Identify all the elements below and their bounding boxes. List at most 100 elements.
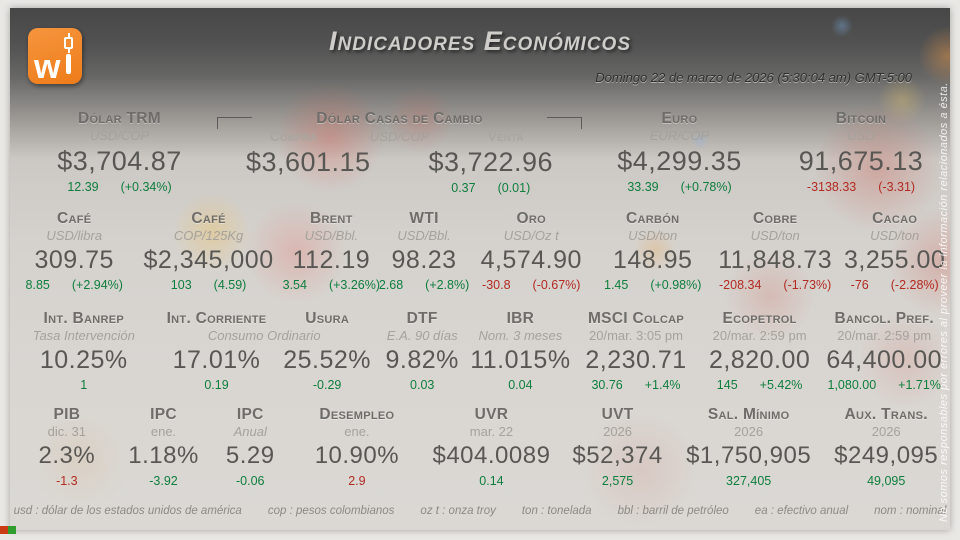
- indicator-subtitle: 2026: [603, 424, 633, 439]
- indicator-cacao: Cacao USD/ton 3,255.00 -76 (-2.28%): [839, 210, 950, 294]
- indicator-change-row: -0.06: [209, 472, 291, 490]
- indicator-title: Desempleo: [319, 406, 395, 423]
- indicator-value: 148.95: [612, 246, 693, 274]
- corner-square-green: [8, 526, 16, 534]
- indicator-change: -0.06: [235, 474, 265, 488]
- buy-label: Compra: [269, 128, 318, 144]
- indicator-title: PIB: [53, 406, 81, 423]
- indicator-change-row: -208.34 (-1.73%): [711, 276, 839, 294]
- indicator-subtitle: USD/COP: [89, 128, 150, 143]
- indicator-subtitle: USD: [847, 128, 875, 143]
- indicator-cafe-usd: Café USD/libra 309.75 8.85 (+2.94%): [14, 210, 134, 294]
- indicator-change-row: 1.45 (+0.98%): [594, 276, 711, 294]
- indicator-sal-minimo: Sal. Mínimo 2026 $1,750,905 327,405: [675, 406, 823, 490]
- indicator-value: 11.015%: [470, 346, 571, 374]
- footer-legend: usd : dólar de los estados unidos de amé…: [10, 505, 950, 517]
- indicator-change-row: 0.03: [375, 376, 470, 394]
- indicator-value: 10.90%: [314, 442, 400, 469]
- indicator-value: 4,574.90: [480, 246, 582, 274]
- indicator-value: $249,095: [834, 442, 939, 469]
- indicator-value: 2,230.71: [585, 346, 687, 374]
- indicator-change: 12.39: [67, 180, 99, 194]
- indicator-subtitle: USD/Bbl.: [397, 228, 451, 243]
- pair-titles: Int. Corriente Usura: [154, 310, 375, 328]
- indicator-change-pct: (+0.34%): [120, 180, 172, 194]
- indicator-title: IBR: [506, 310, 535, 327]
- indicator-change: 103: [170, 278, 192, 292]
- indicator-bancol: Bancol. Pref. 20/mar. 2:59 pm 64,400.00 1,0…: [818, 310, 950, 394]
- indicator-dolar-casas: Dólar Casas de Cambio Compra USD/COP Venta $…: [217, 110, 582, 197]
- bracket-right: [547, 117, 582, 129]
- row-rates-stocks: Int. Banrep Tasa Intervención 10.25% 1 Int. …: [10, 310, 950, 394]
- indicator-oro: Oro USD/Oz t 4,574.90 -30.8 (-0.67%): [468, 210, 594, 294]
- indicator-title: Cobre: [752, 210, 798, 227]
- casas-values: $3,601.15 $3,722.96: [217, 145, 582, 179]
- indicator-subtitle: USD/ton: [750, 228, 800, 243]
- indicator-title: Bitcoin: [835, 110, 887, 127]
- indicator-subtitle: E.A. 90 días: [386, 328, 458, 343]
- indicator-change-pct: (+2.94%): [71, 278, 123, 292]
- indicator-ecopetrol: Ecopetrol 20/mar. 2:59 pm 2,820.00 145 +5.42…: [701, 310, 819, 394]
- indicator-subtitle: USD/Bbl.: [304, 228, 359, 243]
- indicator-change: 2,575: [601, 474, 634, 488]
- indicator-title: WTI: [409, 210, 439, 227]
- indicator-value: 309.75: [34, 246, 114, 274]
- indicator-title: Euro: [661, 110, 698, 127]
- indicator-change: 1.45: [604, 278, 629, 292]
- indicator-value: 3,255.00: [844, 246, 946, 274]
- shared-subtitle: Consumo Ordinario: [207, 328, 321, 343]
- indicator-title: Cacao: [872, 210, 918, 227]
- row-currencies: Dólar TRM USD/COP $3,704.87 12.39 (+0.34%) Dó…: [10, 110, 950, 197]
- indicator-title: UVR: [474, 406, 509, 423]
- legend-item: oz t : onza troy: [420, 505, 496, 517]
- indicator-change-pct: (-3.31): [878, 180, 916, 194]
- indicator-change: 2.9: [348, 474, 366, 488]
- indicator-subtitle: 2026: [871, 424, 901, 439]
- indicator-change: 0.04: [508, 378, 533, 392]
- indicator-change-row: -1.3: [16, 472, 118, 490]
- indicator-aux-trans: Aux. Trans. 2026 $249,095 49,095: [822, 406, 950, 490]
- indicator-dtf: DTF E.A. 90 días 9.82% 0.03: [375, 310, 470, 394]
- indicator-title: Ecopetrol: [722, 310, 797, 327]
- indicator-subtitle: ene.: [344, 424, 370, 439]
- indicator-bitcoin: Bitcoin USD 91,675.13 -3138.33 (-3.31): [777, 110, 945, 196]
- indicator-change: 30.76: [591, 378, 623, 392]
- indicator-change-row: 1: [14, 376, 154, 394]
- indicator-change-row: 49,095: [822, 472, 950, 490]
- indicator-ipc: IPC ene. 1.18% -3.92: [118, 406, 210, 490]
- indicator-ibr: IBR Nom. 3 meses 11.015% 0.04: [470, 310, 572, 394]
- indicator-subtitle: dic. 31: [47, 424, 86, 439]
- pair-changes: 0.19 -0.29: [154, 376, 375, 394]
- indicator-cafe-cop: Café COP/125Kg $2,345,000 103 (4.59): [134, 210, 282, 294]
- indicator-change-pct: +1.71%: [898, 378, 941, 392]
- indicator-euro: Euro EUR/COP $4,299.35 33.39 (+0.78%): [582, 110, 777, 196]
- indicator-subtitle: 20/mar. 3:05 pm: [589, 328, 683, 343]
- indicator-value: $4,299.35: [617, 146, 742, 176]
- indicator-change-row: 327,405: [675, 472, 823, 490]
- indicator-change-row: 2.68 (+2.8%): [378, 276, 469, 294]
- corner-square-red: [0, 526, 8, 534]
- indicator-carbon: Carbón USD/ton 148.95 1.45 (+0.98%): [594, 210, 711, 294]
- indicator-change-row: 2.9: [291, 472, 423, 490]
- indicator-change-pct: (-0.67%): [532, 278, 581, 292]
- legend-item: usd : dólar de los estados unidos de amé…: [13, 505, 242, 517]
- indicator-title: Café: [191, 210, 226, 227]
- casas-change-row: 0.37 (0.01): [217, 179, 582, 197]
- indicator-change-pct: (+0.78%): [680, 180, 732, 194]
- indicator-change: 145: [716, 378, 738, 392]
- indicator-change-pct: (4.59): [213, 278, 247, 292]
- indicator-value: 1.18%: [128, 442, 199, 469]
- indicator-title: DTF: [406, 310, 438, 327]
- page-title: Indicadores Económicos: [328, 26, 632, 56]
- indicator-value: 112.19: [292, 246, 371, 274]
- indicator-uvr: UVR mar. 22 $404.0089 0.14: [423, 406, 561, 490]
- indicator-change: 0.14: [479, 474, 504, 488]
- main-panel: w Indicadores Económicos Domingo 22 de m…: [10, 8, 950, 530]
- sell-label: Venta: [487, 128, 524, 144]
- indicator-corriente-usura: Int. Corriente Usura Consumo Ordinario 17.0…: [154, 310, 375, 394]
- indicator-change-pct: (-1.73%): [783, 278, 832, 292]
- indicator-value: $1,750,905: [686, 442, 812, 469]
- indicator-change: 2.68: [378, 278, 404, 292]
- legend-item: cop : pesos colombianos: [267, 505, 395, 517]
